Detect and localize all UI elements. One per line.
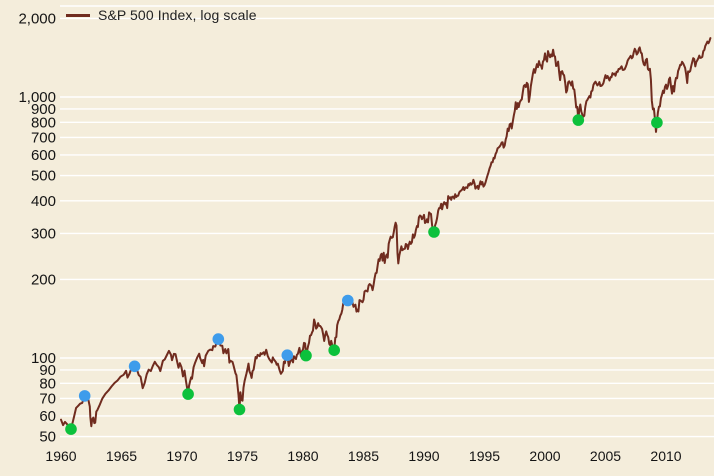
y-axis-label-60: 60 [39,408,56,425]
legend-line-swatch [66,13,90,17]
green-trough-marker-dot [328,344,341,357]
y-axis-label-400: 400 [31,193,56,210]
x-axis-label-1995: 1995 [469,448,500,464]
y-axis-label-200: 200 [31,271,56,288]
blue-peak-marker-dot [212,333,225,345]
y-axis-label-50: 50 [39,429,56,446]
green-trough-marker-dot [300,349,312,362]
blue-peak-marker-dot [342,294,354,307]
x-axis-label-1990: 1990 [408,448,439,464]
y-axis-label-500: 500 [31,168,56,185]
y-axis-label-90: 90 [39,362,56,379]
green-trough-marker-dot [651,116,663,129]
x-axis-label-1970: 1970 [166,448,197,464]
x-axis-label-1975: 1975 [227,448,258,464]
green-trough-marker-dot [572,114,585,126]
y-axis-label-1000: 1,000 [18,89,56,106]
legend-label: S&P 500 Index, log scale [98,7,257,23]
green-trough-marker-dot [65,423,77,435]
blue-peak-marker-dot [128,360,141,373]
y-axis-label-700: 700 [31,129,56,146]
y-axis-label-80: 80 [39,375,56,392]
y-axis-label-2000: 2,000 [18,10,56,27]
blue-peak-marker-dot [281,349,294,362]
x-axis-label-1980: 1980 [287,448,318,464]
green-trough-marker-dot [233,403,246,416]
x-axis-label-2005: 2005 [590,448,621,464]
green-trough-marker-dot [182,388,194,400]
series-line-sp500 [60,37,712,431]
y-axis-label-100: 100 [31,350,56,367]
y-axis-label-900: 900 [31,101,56,118]
x-axis-label-2010: 2010 [650,448,681,464]
y-axis-label-70: 70 [39,390,56,407]
green-trough-marker-dot [428,226,440,238]
x-axis-label-1960: 1960 [45,448,76,464]
x-axis-label-1965: 1965 [106,448,137,464]
x-axis-label-2000: 2000 [529,448,560,464]
x-axis-label-1985: 1985 [348,448,379,464]
legend: S&P 500 Index, log scale [66,7,257,23]
y-axis-label-300: 300 [31,225,56,242]
blue-peak-marker-dot [78,390,91,402]
y-axis-label-800: 800 [31,114,56,131]
y-axis-label-600: 600 [31,147,56,164]
